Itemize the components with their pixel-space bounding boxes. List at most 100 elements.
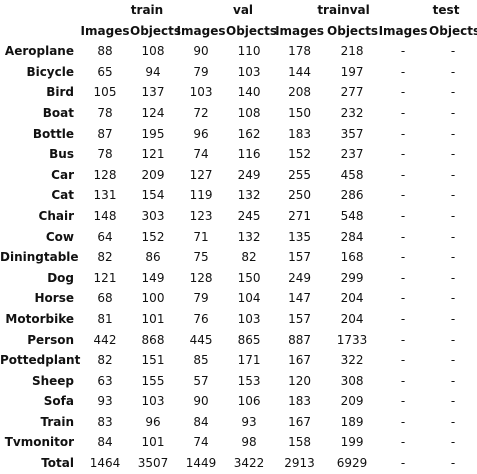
row-label: Total: [41, 456, 74, 471]
images-cell: -: [400, 167, 406, 182]
images-cell: 78: [97, 147, 113, 162]
objects-cell: 865: [237, 332, 261, 347]
objects-cell: 124: [141, 105, 165, 120]
table-body: Aeroplane 88 108 90 110 178 218 - - Bicycle 65 94 79…: [0, 41, 477, 473]
objects-cell: -: [450, 85, 456, 100]
images-cell: -: [400, 44, 406, 59]
objects-cell: 154: [141, 188, 165, 203]
images-cell: -: [400, 373, 406, 388]
objects-cell: 149: [141, 270, 165, 285]
objects-cell: 103: [141, 394, 165, 409]
objects-cell: -: [450, 44, 456, 59]
objects-cell: 171: [237, 353, 261, 368]
objects-cell: 151: [141, 353, 165, 368]
column-header-images: Images: [176, 23, 226, 38]
images-cell: 123: [189, 208, 213, 223]
objects-cell: 132: [237, 229, 261, 244]
images-cell: 74: [193, 147, 209, 162]
images-cell: 157: [288, 250, 311, 265]
images-cell: 167: [288, 414, 311, 429]
table-row: Bottle 87 195 96 162 183 357 - -: [0, 124, 477, 145]
objects-cell: 96: [145, 414, 161, 429]
objects-cell: 101: [141, 311, 165, 326]
images-cell: 183: [288, 394, 311, 409]
objects-cell: 1733: [336, 332, 368, 347]
images-cell: 128: [189, 270, 213, 285]
images-cell: -: [400, 270, 406, 285]
images-cell: -: [400, 394, 406, 409]
objects-cell: -: [450, 353, 456, 368]
objects-cell: 189: [340, 414, 364, 429]
row-label: Motorbike: [5, 311, 74, 326]
images-cell: 78: [97, 105, 113, 120]
images-cell: -: [400, 456, 406, 471]
objects-cell: 232: [340, 105, 364, 120]
split-header-test: test: [432, 3, 460, 17]
images-cell: 71: [193, 229, 209, 244]
split-header-row: train val trainval test: [0, 0, 477, 21]
objects-cell: 162: [237, 126, 261, 141]
images-cell: 167: [288, 353, 311, 368]
row-label: Aeroplane: [4, 44, 74, 59]
objects-cell: 106: [237, 394, 261, 409]
objects-cell: 245: [237, 208, 261, 223]
images-cell: 147: [288, 291, 311, 306]
images-cell: -: [400, 332, 406, 347]
table-row: Sofa 93 103 90 106 183 209 - -: [0, 391, 477, 412]
table-row: Bicycle 65 94 79 103 144 197 - -: [0, 62, 477, 83]
images-cell: -: [400, 414, 406, 429]
row-label: Cat: [51, 188, 74, 203]
images-cell: 271: [288, 208, 311, 223]
objects-cell: 121: [141, 147, 165, 162]
images-cell: 87: [97, 126, 113, 141]
row-label: Bus: [49, 147, 74, 162]
images-cell: -: [400, 126, 406, 141]
images-cell: 57: [193, 373, 209, 388]
images-cell: 93: [97, 394, 113, 409]
objects-cell: 357: [340, 126, 364, 141]
table-row: Train 83 96 84 93 167 189 - -: [0, 412, 477, 433]
objects-cell: 209: [340, 394, 364, 409]
objects-cell: 108: [141, 44, 165, 59]
images-cell: 157: [288, 311, 311, 326]
images-cell: 79: [193, 291, 209, 306]
split-header-train: train: [130, 3, 164, 17]
images-cell: 84: [193, 414, 209, 429]
column-header-images: Images: [80, 23, 130, 38]
table-row: Cat 131 154 119 132 250 286 - -: [0, 185, 477, 206]
table-row: Boat 78 124 72 108 150 232 - -: [0, 103, 477, 124]
objects-cell: -: [450, 208, 456, 223]
images-cell: -: [400, 250, 406, 265]
objects-cell: 3507: [137, 456, 169, 471]
row-label: Bird: [46, 85, 74, 100]
objects-cell: -: [450, 291, 456, 306]
images-cell: 250: [288, 188, 311, 203]
objects-cell: 548: [340, 208, 364, 223]
objects-cell: 299: [340, 270, 364, 285]
images-cell: 75: [193, 250, 209, 265]
images-cell: 144: [288, 64, 311, 79]
images-cell: 249: [288, 270, 311, 285]
images-cell: 120: [288, 373, 311, 388]
objects-cell: 137: [141, 85, 165, 100]
table-row: Motorbike 81 101 76 103 157 204 - -: [0, 309, 477, 330]
table-row: Sheep 63 155 57 153 120 308 - -: [0, 371, 477, 392]
row-label: Cow: [45, 229, 74, 244]
images-cell: 85: [193, 353, 209, 368]
objects-cell: 110: [237, 44, 261, 59]
objects-cell: 94: [145, 64, 161, 79]
images-cell: 208: [288, 85, 311, 100]
images-cell: 63: [97, 373, 113, 388]
column-header-objects: Objects: [327, 23, 379, 38]
column-header-objects: Objects: [429, 23, 477, 38]
objects-cell: -: [450, 394, 456, 409]
objects-cell: 204: [340, 291, 364, 306]
objects-cell: 155: [141, 373, 165, 388]
images-cell: -: [400, 85, 406, 100]
objects-cell: 6929: [336, 456, 368, 471]
row-label: Sofa: [43, 394, 74, 409]
images-cell: 150: [288, 105, 311, 120]
images-cell: 135: [288, 229, 311, 244]
table-row: Dog 121 149 128 150 249 299 - -: [0, 268, 477, 289]
